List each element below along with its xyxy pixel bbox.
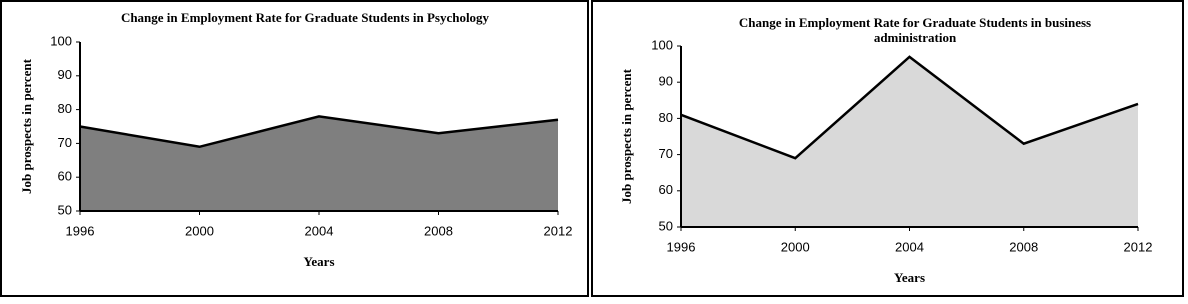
area [80,116,558,211]
y-axis-label: Job prospects in percent [619,68,634,204]
panel-frame [591,0,1184,297]
y-tick-label: 80 [58,101,72,116]
x-tick-label: 2012 [544,223,573,238]
y-tick-label: 100 [651,37,673,52]
y-tick-label: 50 [659,218,673,233]
y-tick-label: 90 [659,74,673,89]
y-tick-label: 50 [58,202,72,217]
x-tick-label: 2004 [895,239,924,254]
x-tick-label: 2000 [781,239,810,254]
line [79,115,559,149]
chart-title: Change in Employment Rate for Graduate S… [120,10,490,25]
x-tick-label: 1996 [667,239,696,254]
line [680,55,1139,160]
x-tick-label: 2012 [1124,239,1153,254]
y-tick-label: 80 [659,110,673,125]
chart-title: Change in Employment Rate for Graduate S… [738,15,1092,45]
x-tick-label: 2004 [305,223,334,238]
area [681,56,1138,227]
x-tick-label: 2008 [424,223,453,238]
y-tick-label: 100 [50,33,72,48]
x-tick-label: 1996 [66,223,95,238]
y-tick-label: 60 [58,169,72,184]
x-tick-label: 2000 [185,223,214,238]
y-tick-label: 70 [58,135,72,150]
y-axis-label: Job prospects in percent [19,58,34,194]
panel-frame [0,0,589,297]
y-tick-label: 60 [659,182,673,197]
x-tick-label: 2008 [1009,239,1038,254]
y-tick-label: 70 [659,146,673,161]
x-axis-label: Years [894,270,925,285]
x-axis-label: Years [303,254,334,269]
y-tick-label: 90 [58,67,72,82]
